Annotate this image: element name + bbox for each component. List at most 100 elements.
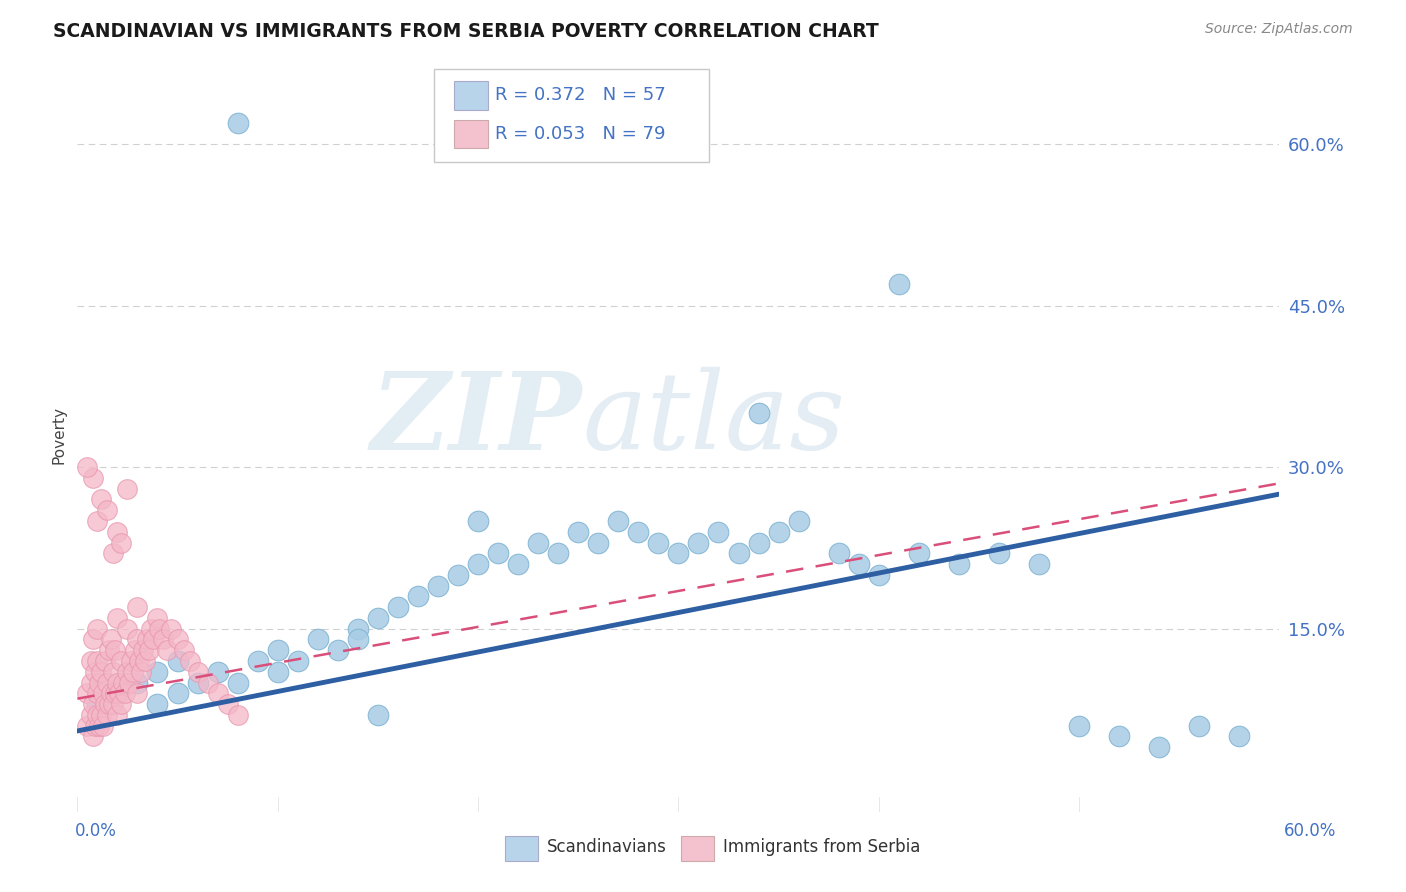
Text: R = 0.372   N = 57: R = 0.372 N = 57 — [495, 87, 665, 104]
Point — [226, 675, 249, 690]
Point — [84, 718, 107, 732]
Point — [1229, 730, 1251, 744]
Point — [148, 622, 170, 636]
Point — [668, 546, 690, 560]
Point — [108, 686, 131, 700]
Point — [688, 535, 710, 549]
Point — [118, 675, 141, 690]
Point — [80, 707, 103, 722]
Point — [142, 632, 165, 647]
Point — [117, 665, 139, 679]
Point — [588, 535, 610, 549]
Point — [173, 643, 195, 657]
Point — [367, 707, 389, 722]
Point — [727, 546, 749, 560]
Point — [80, 654, 103, 668]
Point — [287, 654, 309, 668]
Point — [76, 460, 98, 475]
Point — [103, 697, 125, 711]
Point — [107, 675, 129, 690]
Point — [117, 482, 139, 496]
Point — [1188, 718, 1211, 732]
Point — [110, 654, 132, 668]
Point — [90, 707, 112, 722]
Point — [988, 546, 1011, 560]
Point — [89, 718, 111, 732]
Point — [166, 632, 188, 647]
Point — [86, 622, 108, 636]
Point — [186, 665, 209, 679]
Point — [100, 632, 122, 647]
Point — [141, 622, 163, 636]
Point — [607, 514, 630, 528]
Point — [347, 632, 370, 647]
Point — [120, 654, 142, 668]
Point — [82, 697, 104, 711]
Point — [136, 632, 159, 647]
Point — [267, 643, 290, 657]
Point — [467, 557, 489, 571]
Point — [707, 524, 730, 539]
Point — [768, 524, 790, 539]
Point — [127, 686, 149, 700]
Point — [86, 707, 108, 722]
Point — [114, 686, 136, 700]
Point — [104, 686, 127, 700]
Point — [908, 546, 931, 560]
Point — [467, 514, 489, 528]
Point — [1069, 718, 1091, 732]
Point — [152, 632, 174, 647]
Point — [197, 675, 219, 690]
Point — [96, 707, 118, 722]
Point — [848, 557, 870, 571]
Point — [226, 115, 249, 129]
Point — [146, 697, 169, 711]
Point — [1028, 557, 1050, 571]
Point — [96, 675, 118, 690]
Point — [748, 406, 770, 420]
Point — [527, 535, 550, 549]
Point — [103, 546, 125, 560]
Y-axis label: Poverty: Poverty — [51, 406, 66, 464]
Point — [307, 632, 329, 647]
Point — [347, 622, 370, 636]
Point — [207, 665, 229, 679]
Point — [86, 697, 108, 711]
Point — [127, 600, 149, 615]
Point — [127, 632, 149, 647]
Point — [547, 546, 569, 560]
Point — [122, 665, 145, 679]
Point — [887, 277, 910, 291]
Point — [226, 707, 249, 722]
Point — [80, 675, 103, 690]
Point — [112, 675, 135, 690]
Point — [86, 654, 108, 668]
Point — [427, 579, 450, 593]
Point — [94, 697, 117, 711]
Point — [110, 697, 132, 711]
Point — [627, 524, 650, 539]
Point — [748, 535, 770, 549]
Point — [567, 524, 589, 539]
Point — [647, 535, 669, 549]
Point — [146, 665, 169, 679]
Point — [132, 643, 155, 657]
Text: Immigrants from Serbia: Immigrants from Serbia — [723, 838, 920, 856]
Point — [326, 643, 349, 657]
Point — [82, 632, 104, 647]
Point — [131, 665, 153, 679]
Point — [86, 686, 108, 700]
Point — [179, 654, 201, 668]
Point — [868, 567, 890, 582]
Point — [207, 686, 229, 700]
Point — [93, 718, 115, 732]
Point — [90, 492, 112, 507]
Text: SCANDINAVIAN VS IMMIGRANTS FROM SERBIA POVERTY CORRELATION CHART: SCANDINAVIAN VS IMMIGRANTS FROM SERBIA P… — [53, 22, 879, 41]
Point — [107, 524, 129, 539]
Point — [103, 665, 125, 679]
Point — [82, 730, 104, 744]
Point — [406, 590, 429, 604]
Point — [186, 675, 209, 690]
Point — [948, 557, 970, 571]
Point — [267, 665, 290, 679]
